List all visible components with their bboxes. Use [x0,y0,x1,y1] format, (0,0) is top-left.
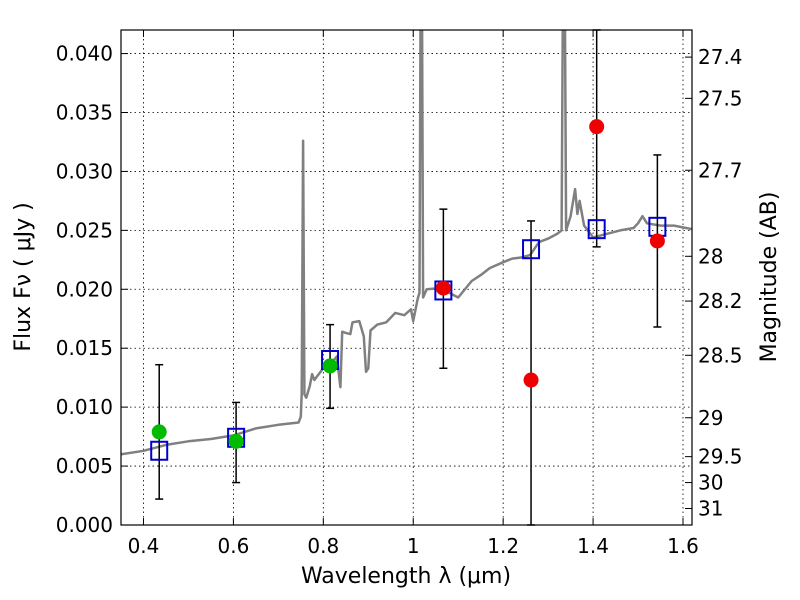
model-photometry-square [150,440,169,461]
right-tick-label: 27.4 [698,45,743,69]
y-tick-label: 0.005 [56,454,113,478]
right-tick-label: 31 [698,497,723,521]
right-tick-label: 27.5 [698,86,743,110]
plot-area [121,30,692,525]
x-axis-label: Wavelength λ (μm) [301,564,511,589]
y-axis-ticks: 0.000 0.005 0.010 0.015 0.020 0.025 0.030 0.035… [56,42,128,537]
gridlines [121,30,692,526]
x-tick-label: 1 [407,534,420,558]
x-tick-label: 1.2 [487,534,519,558]
data-point [523,372,539,388]
right-tick-label: 28.2 [698,289,743,313]
data-point [589,119,605,135]
right-tick-label: 28.5 [698,343,743,367]
x-tick-label: 1.6 [667,534,699,558]
data-point [151,424,167,440]
right-tick-label: 29 [698,406,723,430]
observed-points [151,119,665,449]
y-tick-label: 0.015 [56,336,113,360]
x-axis-ticks: 0.4 0.6 0.8 1 1.2 1.4 1.6 [128,30,699,558]
right-axis-label: Magnitude (AB) [757,192,782,363]
data-point [435,280,451,296]
right-tick-label: 27.7 [698,158,743,182]
model-spectrum-layer [121,30,692,456]
y-tick-label: 0.040 [56,42,113,66]
data-point [322,358,338,374]
data-point [228,433,244,449]
y-tick-label: 0.010 [56,395,113,419]
y-tick-label: 0.030 [56,159,113,183]
x-tick-label: 0.8 [307,534,339,558]
y-axis-label: Flux Fν ( μJy ) [11,202,36,351]
data-point [649,233,665,249]
y-tick-label: 0.035 [56,101,113,125]
model-spectrum-line [121,30,692,456]
x-tick-label: 0.6 [217,534,249,558]
x-tick-label: 0.4 [128,534,160,558]
right-tick-label: 28 [698,244,723,268]
model-photometry-square [587,219,606,240]
model-photometry-square [522,239,541,260]
y-tick-label: 0.025 [56,218,113,242]
plot-frame [120,29,693,526]
x-tick-label: 1.4 [577,534,609,558]
right-tick-label: 29.5 [698,445,743,469]
y-tick-label: 0.000 [56,513,113,537]
right-tick-label: 30 [698,471,723,495]
y-tick-label: 0.020 [56,277,113,301]
